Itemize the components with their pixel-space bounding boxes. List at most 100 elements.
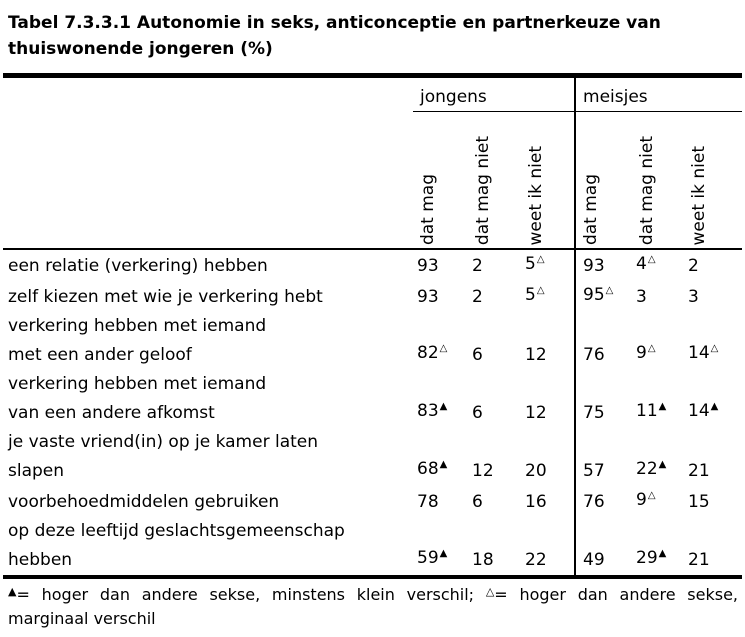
column-header-jongens-weet-ik-niet: weet ik niet [521, 111, 576, 250]
value: 95 [583, 285, 605, 305]
value: 22 [636, 459, 658, 479]
value-cell: 4△ [632, 249, 684, 281]
value-cell: 12 [468, 428, 521, 486]
value: 29 [636, 548, 658, 568]
value: 15 [688, 492, 710, 512]
significance-marker: △ [605, 285, 614, 296]
value: 76 [583, 492, 605, 512]
value-cell: 93 [413, 249, 468, 281]
column-header-meisjes-weet-ik-niet: weet ik niet [684, 111, 743, 250]
table-row: een relatie (verkering) hebben 93 2 5△ 9… [3, 249, 742, 281]
value: 12 [525, 345, 547, 365]
value: 76 [583, 345, 605, 365]
value: 49 [583, 550, 605, 570]
group-label-meisjes: meisjes [583, 87, 648, 107]
footnote: ▲= hoger dan andere sekse, minstens klei… [8, 584, 738, 630]
value: 18 [472, 550, 494, 570]
group-header-row: jongens meisjes [3, 78, 743, 250]
rotated-column-label: dat mag [581, 173, 602, 245]
rotated-column-label: dat mag niet [637, 135, 658, 245]
value: 14 [688, 343, 710, 363]
row-label: verkering hebben met iemand van een ande… [8, 374, 267, 423]
row-label: op deze leeftijd geslachtsgemeenschap he… [8, 521, 345, 570]
rotated-column-label: weet ik niet [689, 145, 710, 246]
value-cell: 59▲ [413, 517, 468, 575]
value-cell: 3 [684, 281, 742, 312]
value-cell: 75 [574, 370, 633, 428]
value: 2 [472, 256, 483, 276]
value: 3 [636, 287, 647, 307]
table-title: Tabel 7.3.3.1 Autonomie in seks, anticon… [8, 10, 740, 62]
value-cell: 16 [521, 486, 575, 517]
significance-marker: ▲ [710, 401, 719, 412]
group-header-meisjes: meisjes [574, 78, 743, 112]
table-row: voorbehoedmiddelen gebruiken 78 6 16 76 … [3, 486, 742, 517]
value-cell: 3 [632, 281, 684, 312]
value-cell: 6 [468, 312, 521, 370]
table-row: je vaste vriend(in) op je kamer laten sl… [3, 428, 742, 486]
value-cell: 83▲ [413, 370, 468, 428]
value: 6 [472, 492, 483, 512]
value-cell: 68▲ [413, 428, 468, 486]
significance-marker: ▲ [439, 548, 448, 559]
column-header-row: dat mag dat mag niet weet ik niet dat ma… [3, 111, 743, 250]
value-cell: 2 [468, 249, 521, 281]
value-cell: 93 [413, 281, 468, 312]
group-header-jongens: jongens [413, 78, 576, 112]
value: 5 [525, 285, 536, 305]
value-cell: 5△ [521, 249, 575, 281]
column-header-meisjes-dat-mag-niet: dat mag niet [632, 111, 685, 250]
value-cell: 15 [684, 486, 742, 517]
value-cell: 20 [521, 428, 575, 486]
value: 6 [472, 403, 483, 423]
value-cell: 6 [468, 370, 521, 428]
value-cell: 12 [521, 312, 575, 370]
significance-marker: △ [536, 285, 545, 296]
value: 20 [525, 461, 547, 481]
value: 78 [417, 492, 439, 512]
value-cell: 49 [574, 517, 633, 575]
value-cell: 5△ [521, 281, 575, 312]
significance-marker: △ [710, 343, 719, 354]
label-column-header [3, 78, 413, 250]
value: 93 [583, 256, 605, 276]
value: 2 [472, 287, 483, 307]
data-table: jongens meisjes dat mag dat mag niet wee… [3, 78, 743, 575]
significance-marker: ▲ [658, 459, 667, 470]
row-label: je vaste vriend(in) op je kamer laten sl… [8, 432, 319, 481]
significance-marker: △ [647, 343, 656, 354]
value-cell: 2 [468, 281, 521, 312]
value-cell: 76 [574, 486, 633, 517]
significance-marker: ▲ [658, 548, 667, 559]
value: 12 [525, 403, 547, 423]
value-cell: 9△ [632, 312, 684, 370]
value: 75 [583, 403, 605, 423]
value-cell: 6 [468, 486, 521, 517]
value: 6 [472, 345, 483, 365]
value-cell: 57 [574, 428, 633, 486]
value: 14 [688, 401, 710, 421]
value: 11 [636, 401, 658, 421]
column-header-jongens-dat-mag: dat mag [413, 111, 468, 250]
row-label: voorbehoedmiddelen gebruiken [8, 492, 280, 512]
value-cell: 29▲ [632, 517, 684, 575]
table-row: zelf kiezen met wie je verkering hebt 93… [3, 281, 742, 312]
value: 82 [417, 343, 439, 363]
footnote-line2: marginaal verschil [8, 609, 156, 628]
value: 22 [525, 550, 547, 570]
value: 9 [636, 343, 647, 363]
filled-triangle-icon: ▲ [8, 585, 17, 598]
value: 3 [688, 287, 699, 307]
value: 59 [417, 548, 439, 568]
value: 2 [688, 256, 699, 276]
row-label: zelf kiezen met wie je verkering hebt [8, 287, 323, 307]
value-cell: 14△ [684, 312, 742, 370]
table-title-line1: Tabel 7.3.3.1 Autonomie in seks, anticon… [8, 13, 661, 33]
significance-marker: △ [647, 490, 656, 501]
significance-marker: ▲ [439, 401, 448, 412]
value-cell: 76 [574, 312, 633, 370]
table-title-line2: thuiswonende jongeren (%) [8, 39, 273, 59]
row-label: verkering hebben met iemand met een ande… [8, 316, 267, 365]
footnote-text-1: = hoger dan andere sekse, minstens klein… [16, 585, 486, 604]
table-row: verkering hebben met iemand van een ande… [3, 370, 742, 428]
